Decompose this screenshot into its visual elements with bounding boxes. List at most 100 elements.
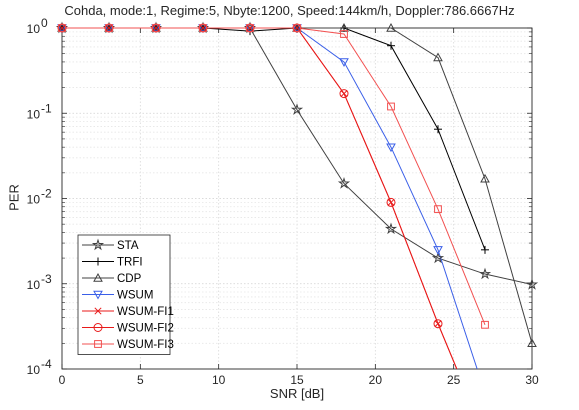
marker-triangle-down [386,143,396,153]
marker-cross-b [387,198,395,206]
legend: STA TRFI CDP WSUM WSUM-FI1 WSUM-FI2 WSUM-FI3 [77,234,174,355]
data-point [151,23,161,33]
marker-cross-b [105,24,113,32]
data-point [340,30,348,38]
marker-circle [151,23,161,33]
legend-label: WSUM-FI3 [117,339,174,351]
data-point [481,245,489,254]
markers-wsum-fi2 [57,23,443,329]
data-point [246,24,254,32]
data-point [431,251,445,264]
marker-cross-b [58,24,66,32]
data-point [199,24,207,32]
legend-label: WSUM-FI2 [117,323,174,335]
x-tick-label: 25 [447,373,461,387]
marker-star [91,238,105,251]
legend-marker [93,290,103,300]
data-point [152,24,160,32]
y-tick-exponent: 0 [41,16,48,30]
marker-triangle-up [480,173,490,183]
data-point [337,177,351,189]
data-point [434,320,442,328]
marker-star [431,251,445,264]
data-point [339,58,349,67]
marker-square [94,340,102,348]
data-point [433,52,443,62]
data-point [152,24,160,32]
legend-label: CDP [117,273,142,285]
markers-wsum-fi1 [58,24,442,328]
y-tick-exponent: -4 [41,357,52,371]
data-point [433,246,443,255]
x-tick-label: 10 [212,373,226,387]
marker-circle [245,23,255,33]
marker-cross-b [152,24,160,32]
data-point [434,205,442,214]
marker-square [481,320,489,329]
marker-square [58,24,66,32]
marker-triangle-down [339,58,349,67]
marker-square [434,205,442,214]
data-point [198,23,208,33]
legend-item: WSUM [82,290,153,302]
marker-circle [433,319,443,329]
marker-star [478,267,492,280]
y-tick-label: 10 [27,107,41,121]
x-tick-label: 0 [59,373,66,387]
data-point [339,89,349,99]
marker-cross-b [199,24,207,32]
x-tick-label: 5 [137,373,144,387]
legend-marker [91,238,105,251]
legend-item: WSUM-FI2 [82,323,174,335]
data-point [387,102,395,111]
marker-cross-b [246,24,254,32]
marker-triangle-down [93,290,103,300]
data-point [525,278,539,290]
marker-square [152,24,160,32]
data-point [293,24,301,32]
y-tick-label: 10 [27,22,41,36]
x-tick-label: 30 [525,373,539,387]
legend-marker [94,257,102,266]
marker-square [199,24,207,32]
chart-title: Cohda, mode:1, Regime:5, Nbyte:1200, Spe… [64,3,515,18]
y-tick-label: 10 [27,193,41,207]
y-tick-label: 10 [27,278,41,292]
marker-square [105,24,113,32]
x-tick-label: 20 [369,373,383,387]
marker-circle [339,89,349,99]
y-tick-label: 10 [27,363,41,377]
data-point [386,22,396,32]
marker-square [387,102,395,111]
data-point [58,24,66,32]
data-point [105,24,113,32]
y-tick-exponent: -3 [41,272,52,286]
marker-square [293,24,301,32]
data-point [293,24,301,32]
marker-square [340,30,348,38]
y-axis-label: PER [6,184,22,211]
data-point [339,22,349,32]
x-axis-label: SNR [dB] [269,386,325,401]
y-tick-exponent: -2 [41,187,52,201]
legend-label: TRFI [117,257,143,269]
data-point [527,338,537,348]
data-point [478,267,492,280]
marker-cross-b [340,90,348,98]
data-point [434,125,442,134]
marker-triangle-up [386,22,396,32]
data-point [387,41,395,50]
data-point [384,222,398,235]
marker-circle [104,23,114,33]
legend-label: STA [117,240,139,252]
y-tick-exponent: -1 [41,101,52,115]
marker-star [290,103,304,115]
legend-marker [93,272,103,282]
legend-item: CDP [82,272,142,285]
data-point [386,197,396,207]
marker-triangle-up [339,22,349,32]
x-tick-label: 15 [290,373,304,387]
legend-marker [94,307,102,315]
